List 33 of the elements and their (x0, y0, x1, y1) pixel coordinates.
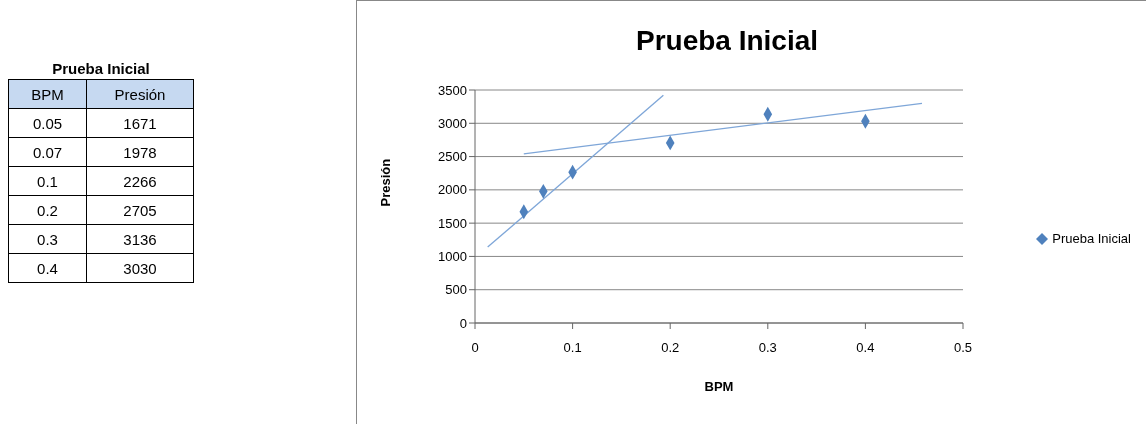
text: 2266 (86, 166, 194, 196)
chart-title: Prueba Inicial (634, 25, 820, 57)
text: 0.3 (8, 224, 87, 254)
y-tick-label: 2000 (438, 182, 467, 198)
y-tick-label: 500 (445, 282, 467, 298)
text: 1671 (86, 108, 194, 138)
y-tick-label: 1500 (438, 215, 467, 231)
y-tick-label: 2500 (438, 149, 467, 165)
text: 3136 (86, 224, 194, 254)
text: 0.05 (8, 108, 87, 138)
text: BPM (31, 85, 64, 103)
y-axis-title: Presión (377, 158, 393, 207)
text: 3030 (86, 253, 194, 283)
y-tick-label: 0 (459, 315, 467, 331)
legend-label: Prueba Inicial (1051, 231, 1131, 246)
text: 1978 (86, 137, 194, 167)
x-axis-title: BPM (704, 379, 734, 394)
text: 2705 (86, 195, 194, 225)
text: 0.07 (8, 137, 87, 167)
chart-title: Prueba Inicial (52, 60, 150, 77)
y-tick-label: 3500 (438, 82, 467, 98)
text: Presión (114, 85, 166, 103)
x-tick-label: 0.1 (563, 340, 582, 356)
text: 0.1 (8, 166, 87, 196)
text: 0.4 (8, 253, 87, 283)
x-tick-label: 0.4 (856, 340, 875, 356)
x-tick-label: 0.3 (758, 340, 777, 356)
x-tick-label: 0 (471, 340, 479, 356)
y-tick-label: 1000 (438, 249, 467, 265)
x-tick-label: 0.2 (661, 340, 680, 356)
y-tick-label: 3000 (438, 115, 467, 131)
text: 0.2 (8, 195, 87, 225)
x-tick-label: 0.5 (953, 340, 973, 356)
